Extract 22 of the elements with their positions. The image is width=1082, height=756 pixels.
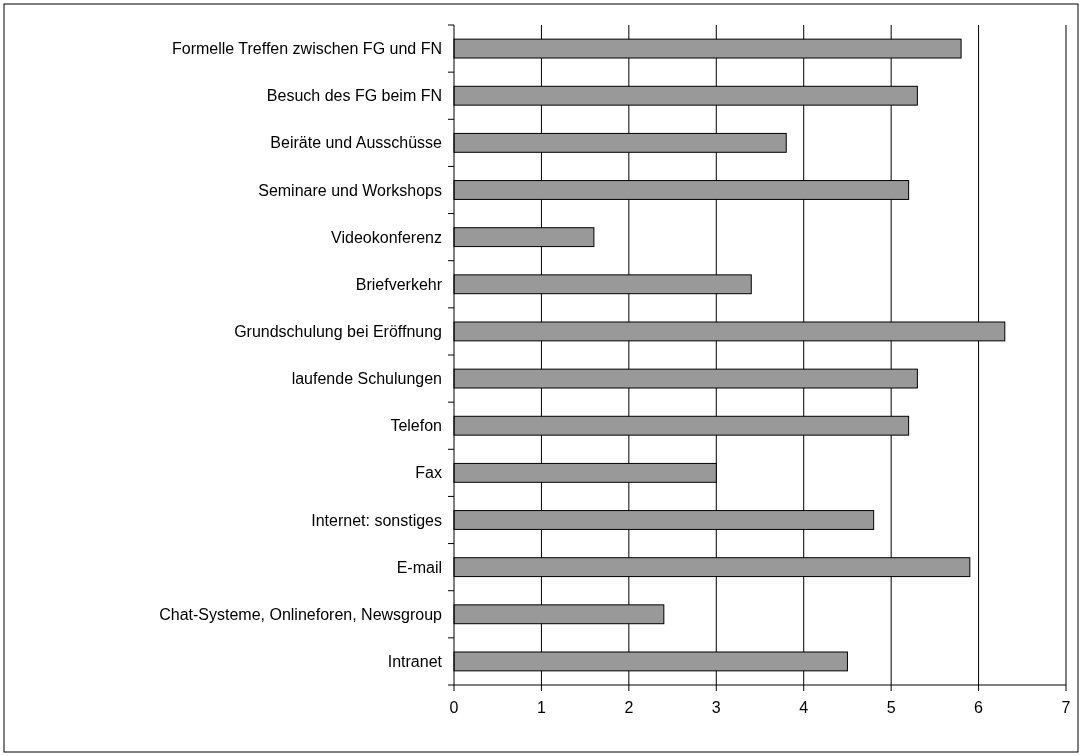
x-tick-label: 4 [799,699,809,716]
y-tick-label: Seminare und Workshops [258,181,442,199]
y-tick-label: Telefon [390,417,442,435]
x-tick-label: 7 [1061,699,1071,716]
x-tick-label: 2 [624,699,634,716]
y-tick-label: Besuch des FG beim FN [266,87,442,105]
y-tick-label: Formelle Treffen zwischen FG und FN [171,40,442,58]
y-tick-label: Beiräte und Ausschüsse [270,134,443,152]
x-tick-label: 6 [974,699,984,716]
y-tick-label: Internet: sonstiges [311,511,442,529]
y-tick-label: Videokonferenz [331,228,442,246]
y-tick-label: laufende Schulungen [291,370,442,388]
y-tick-label: Chat-Systeme, Onlineforen, Newsgroup [159,605,443,623]
y-tick-label: Briefverkehr [355,275,443,293]
y-tick-label: E-mail [396,558,442,576]
y-tick-label: Fax [415,464,442,482]
y-tick-label: Intranet [387,653,443,671]
y-tick-label: Grundschulung bei Eröffnung [234,323,442,341]
x-tick-label: 3 [711,699,721,716]
x-tick-label: 1 [536,699,546,716]
x-tick-label: 0 [449,699,459,716]
x-tick-label: 5 [886,699,896,716]
